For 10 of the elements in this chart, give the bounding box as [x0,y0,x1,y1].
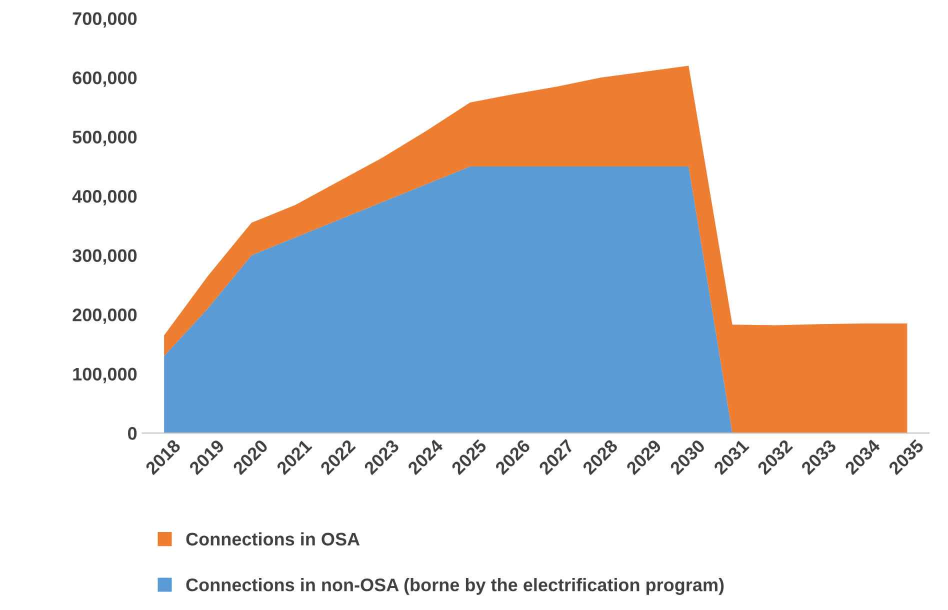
y-tick-label: 0 [128,427,137,440]
legend-label: Connections in OSA [186,532,360,546]
y-tick-label: 500,000 [72,130,137,146]
legend-label: Connections in non-OSA (borne by the electrification program) [186,578,724,595]
y-tick-label: 600,000 [72,71,137,87]
y-tick-label: 200,000 [72,308,137,324]
y-tick-label: 700,000 [72,12,137,28]
y-tick-label: 400,000 [72,190,137,206]
y-tick-label: 300,000 [72,249,137,265]
y-tick-label: 100,000 [73,368,137,384]
